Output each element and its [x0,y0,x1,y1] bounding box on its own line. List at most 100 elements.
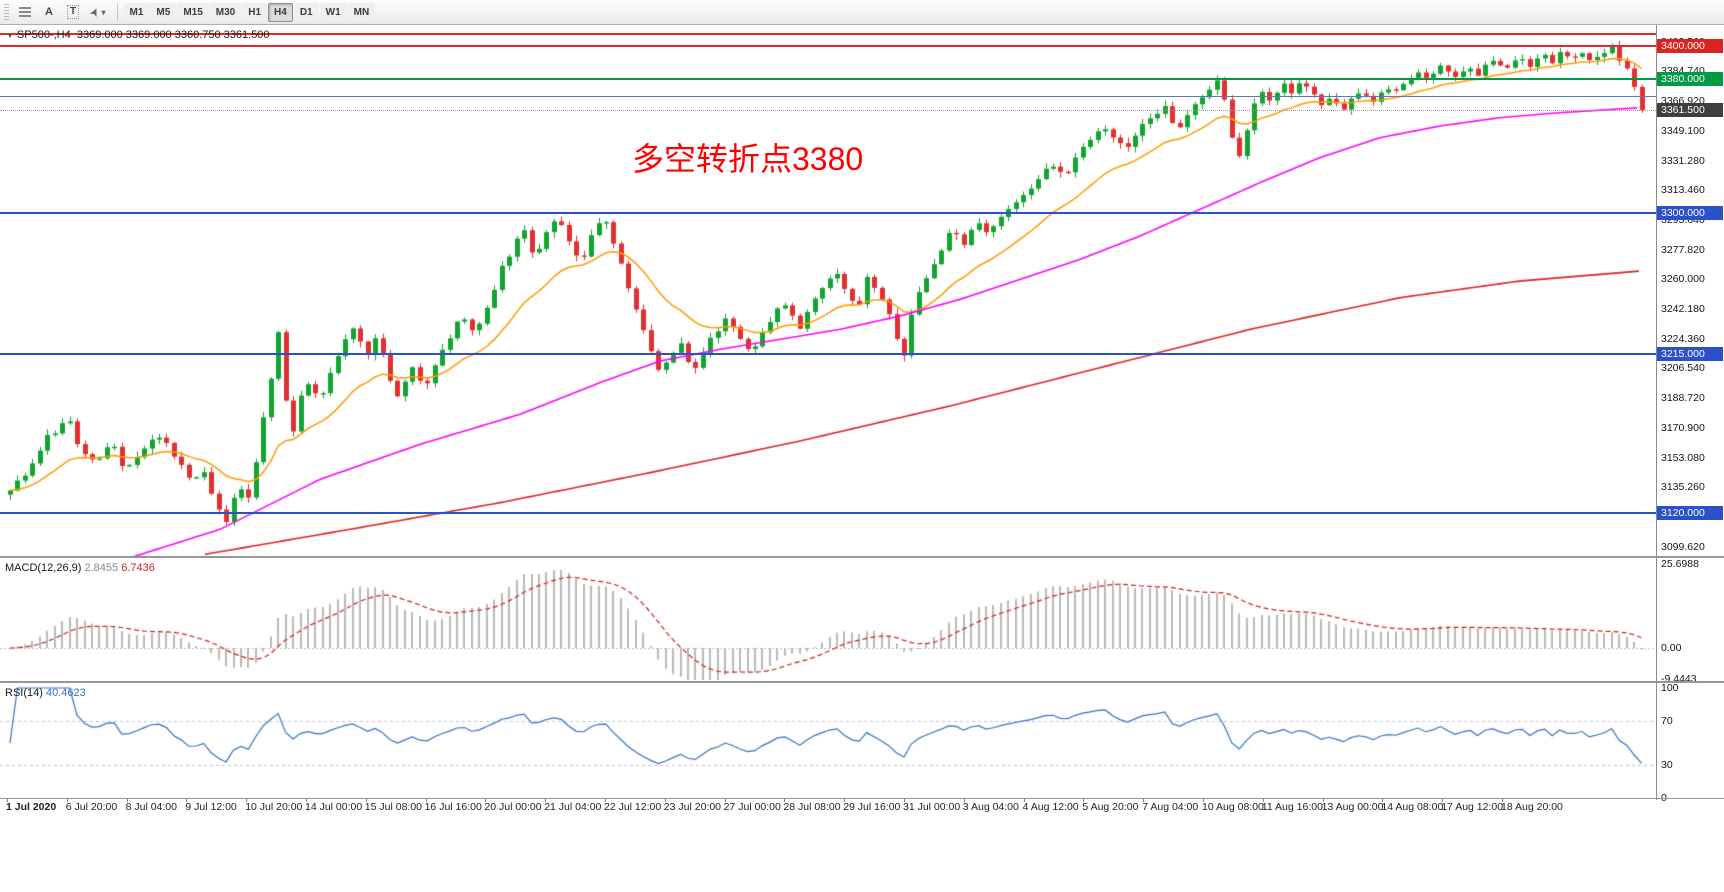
time-axis-label: 10 Aug 08:00 [1202,801,1264,813]
timeframe-button-m30[interactable]: M30 [209,2,242,22]
macd-indicator-canvas[interactable] [0,559,1656,680]
timeframe-button-d1[interactable]: D1 [293,2,319,22]
time-axis-tick [485,798,487,802]
time-axis-tick [664,798,666,802]
time-axis-label: 3 Aug 04:00 [962,801,1019,813]
text-tool-button[interactable]: T [62,2,84,22]
macd-signal-value: 6.7436 [121,562,155,574]
timeframe-button-h1[interactable]: H1 [242,2,268,22]
time-axis-tick [186,798,188,802]
price-chart-canvas[interactable] [0,26,1656,556]
timeframe-button-w1[interactable]: W1 [319,2,347,22]
time-axis-label: 22 Jul 12:00 [604,801,662,813]
time-axis-label: 20 Jul 00:00 [484,801,542,813]
time-axis-label: 18 Aug 20:00 [1501,801,1563,813]
timeframe-button-m1[interactable]: M1 [123,2,150,22]
chart-ohlc-values: 3369.000 3369.000 3360.750 3361.500 [76,29,270,41]
time-axis-tick [724,798,726,802]
time-axis-tick [963,798,965,802]
time-axis-label: 1 Jul 2020 [6,801,57,813]
time-axis-label: 14 Aug 08:00 [1381,801,1444,813]
resistance-line-upper[interactable] [0,32,1656,35]
time-axis-tick [1322,798,1324,802]
time-axis-tick [605,798,606,802]
price-badge-3400.000: 3400.000 [1657,39,1723,53]
resistance-line-3400[interactable] [0,45,1656,47]
rsi-panel-label: RSI(14) 40.4623 [5,687,86,699]
panel-divider-macd[interactable] [0,556,1724,558]
rsi-axis-label: 30 [1661,759,1673,771]
chart-expand-icon[interactable]: ▼ [6,31,14,40]
time-axis-label: 13 Aug 00:00 [1321,801,1384,813]
support-line-3215[interactable] [0,353,1656,356]
time-axis-tick [904,798,905,802]
price-badge-3300.000: 3300.000 [1657,205,1723,220]
price-axis-label: 3313.460 [1661,184,1705,197]
price-badge-3120.000: 3120.000 [1657,505,1723,520]
time-axis-separator [0,798,1724,799]
time-axis-tick [1083,798,1085,802]
label-tool-button[interactable]: A [38,2,60,22]
dropdown-caret-icon: ▾ [101,7,106,17]
price-axis-label: 3206.540 [1661,362,1705,375]
time-axis-label: 27 Jul 00:00 [723,801,781,813]
macd-axis-label: 0.00 [1661,642,1682,654]
macd-axis-label: 25.6988 [1661,558,1699,571]
time-axis-label: 21 Jul 04:00 [544,801,602,813]
time-axis-label: 4 Aug 12:00 [1022,801,1079,813]
price-axis-label: 3224.360 [1661,332,1705,345]
bid-price-line[interactable] [0,109,1656,111]
support-line-3300[interactable] [0,211,1656,214]
timeframe-button-mn[interactable]: MN [347,2,376,22]
timeframe-button-h4[interactable]: H4 [268,2,293,22]
rsi-label: RSI(14) [5,687,43,699]
price-badge-3215.000: 3215.000 [1657,347,1723,362]
time-axis-tick [306,798,307,802]
panel-divider-rsi[interactable] [0,681,1724,683]
chart-annotation[interactable]: 多空转折点3380 [632,141,864,177]
price-axis-separator[interactable] [1656,25,1657,800]
cursor-icon: ➤ [88,5,103,19]
time-axis-label: 23 Jul 20:00 [663,801,722,813]
rsi-indicator-canvas[interactable] [0,684,1656,798]
pivot-line-3380[interactable] [0,78,1656,81]
timeframe-group: M1 M5 M15 M30 H1 H4 D1 W1 MN [123,2,376,22]
rsi-value: 40.4623 [45,687,86,699]
minor-line-3369[interactable] [0,96,1656,98]
toolbar-separator [116,3,118,21]
toolbar-grip[interactable] [4,4,9,20]
time-axis-label: 8 Jul 04:00 [125,801,177,813]
time-axis-label: 7 Aug 04:00 [1142,801,1199,813]
time-axis-tick [1203,798,1204,802]
rsi-axis-label: 70 [1661,715,1673,727]
time-axis-tick [66,798,68,802]
price-axis-label: 3331.280 [1661,154,1705,167]
rsi-axis-label: 100 [1661,682,1679,694]
text-tool-glyph: T [67,5,80,19]
time-axis-label: 29 Jul 16:00 [843,801,901,813]
time-axis-label: 31 Jul 00:00 [903,801,961,813]
time-axis-label: 16 Jul 16:00 [424,801,482,813]
timeframe-button-m5[interactable]: M5 [150,2,177,22]
time-axis-tick [1023,798,1025,802]
time-axis-label: 14 Jul 00:00 [305,801,363,813]
time-axis-label: 6 Jul 20:00 [65,801,118,813]
time-axis-label: 9 Jul 12:00 [185,801,237,813]
macd-panel-label: MACD(12,26,9) 2.8455 6.7436 [5,562,155,574]
support-line-3120[interactable] [0,511,1656,514]
time-axis-tick [425,798,427,802]
timeframe-button-m15[interactable]: M15 [177,2,209,22]
pointer-tool-button[interactable]: ➤ ▾ [86,2,110,22]
time-axis-tick [545,798,547,802]
time-axis-label: 5 Aug 20:00 [1082,801,1139,813]
time-axis-tick [1502,798,1503,802]
time-axis-tick [1442,798,1444,802]
price-axis-label: 3153.080 [1661,451,1705,464]
price-badge-3361.500: 3361.500 [1657,103,1723,118]
time-axis-label: 15 Jul 08:00 [364,801,423,813]
price-axis-label: 3277.820 [1661,243,1705,256]
chart-list-button[interactable] [14,2,36,22]
time-axis-tick [1382,798,1384,802]
time-axis-label: 17 Aug 12:00 [1441,801,1504,813]
macd-main-value: 2.8455 [84,562,119,574]
